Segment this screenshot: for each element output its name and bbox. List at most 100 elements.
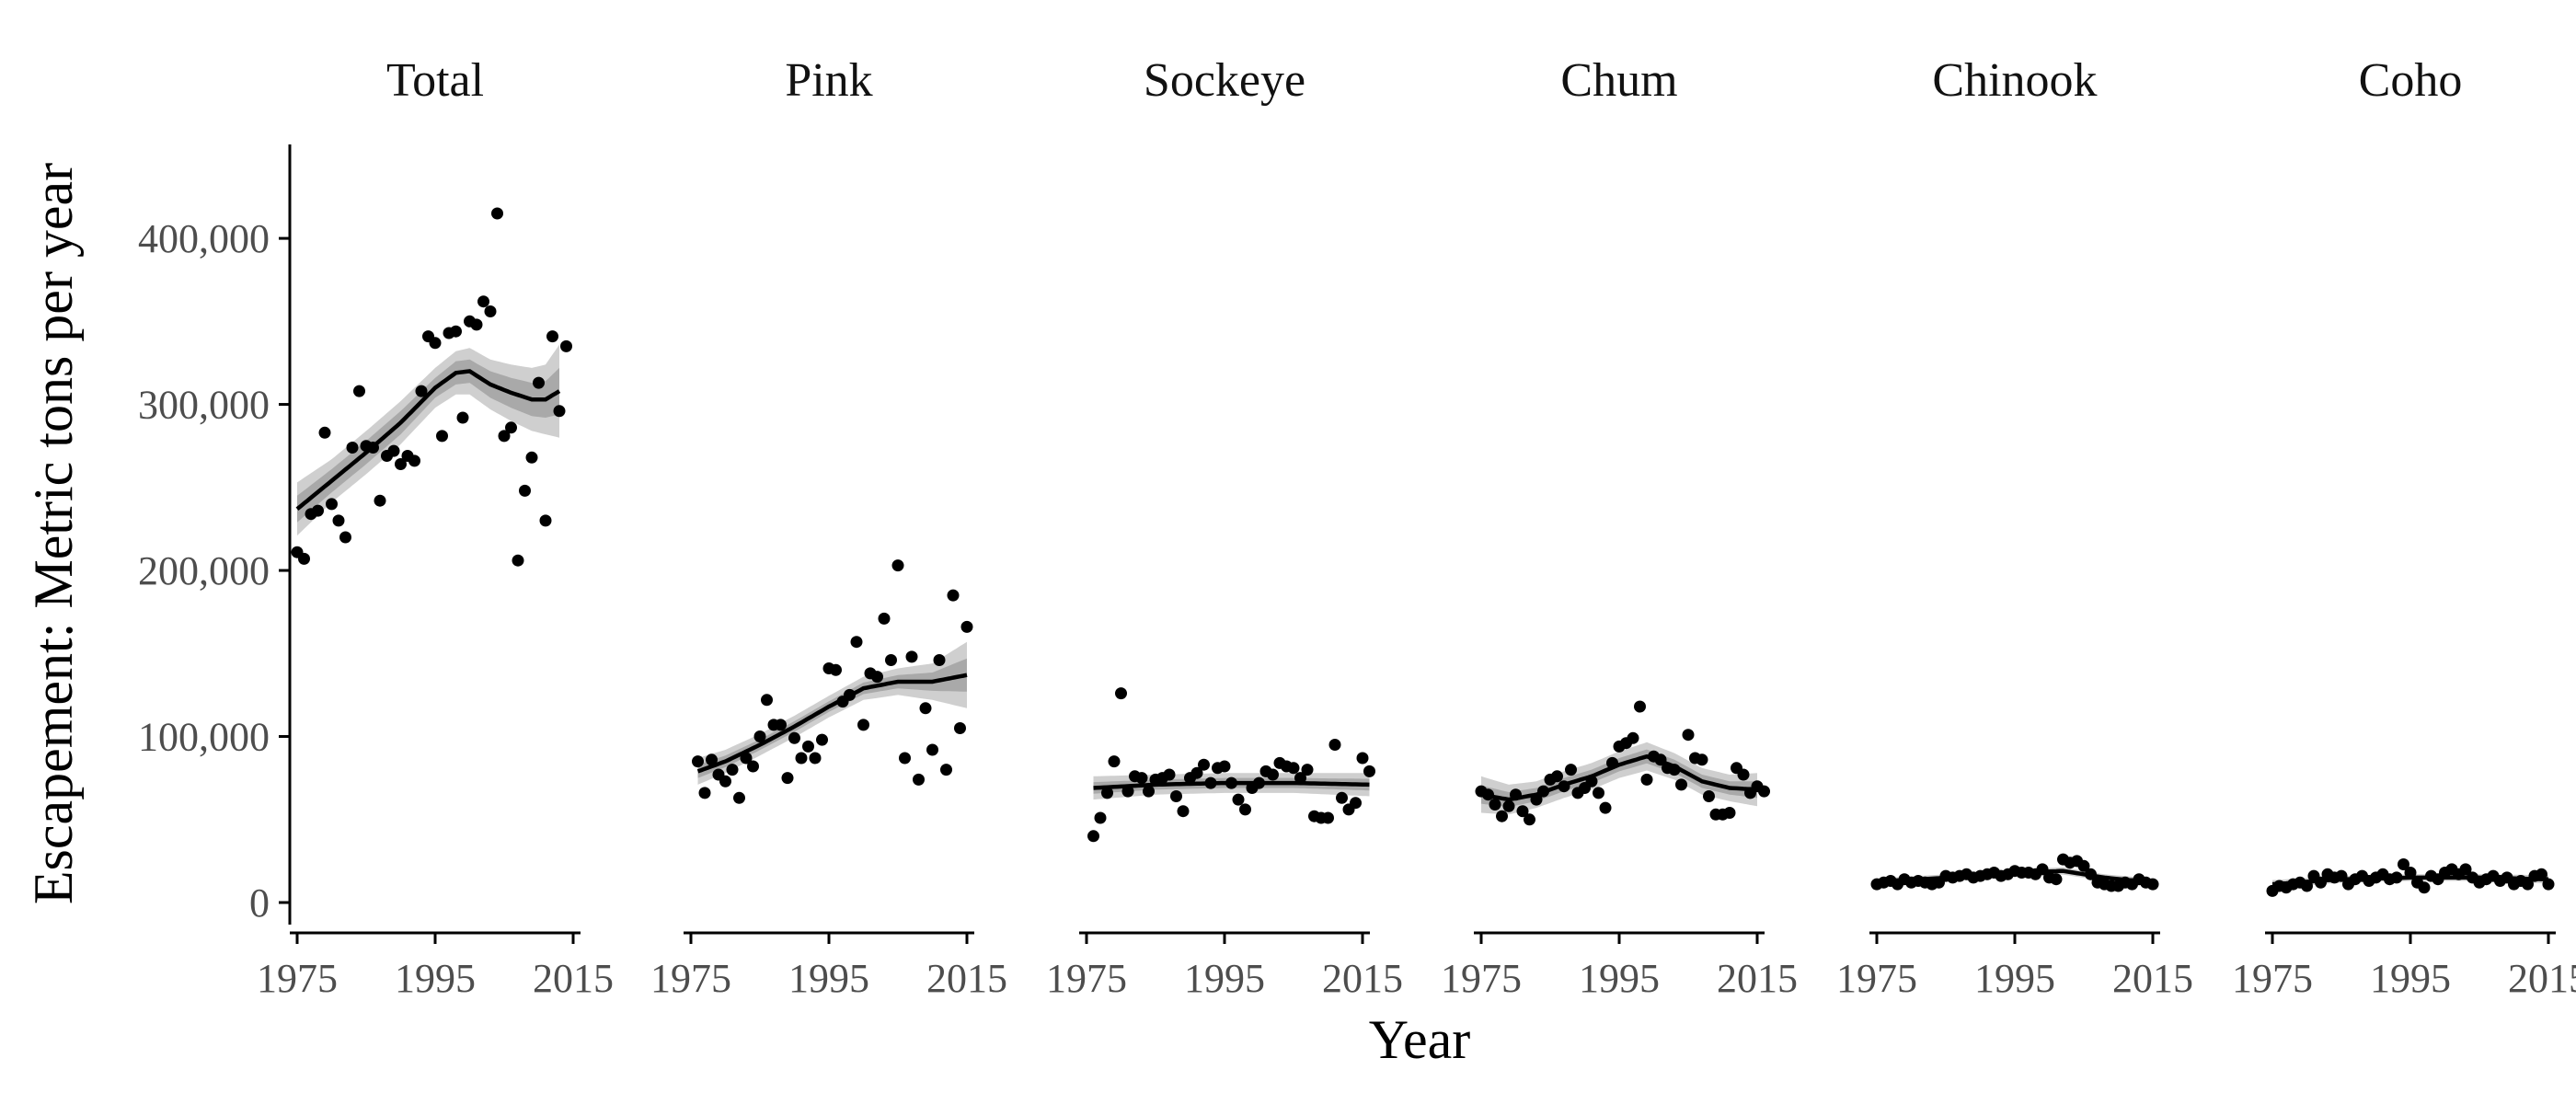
data-point <box>733 791 745 804</box>
data-point <box>1294 772 1306 785</box>
data-point <box>2398 858 2409 870</box>
data-point <box>1675 778 1687 791</box>
data-point <box>775 719 787 731</box>
data-point <box>706 753 718 766</box>
data-point <box>726 764 739 776</box>
data-point <box>1627 731 1639 744</box>
x-axis-title: Year <box>1369 1009 1471 1070</box>
data-point <box>1190 766 1203 779</box>
data-point <box>553 405 566 418</box>
data-point <box>353 385 365 397</box>
data-point <box>2077 859 2090 872</box>
data-point <box>1135 772 1148 785</box>
x-tick-label: 1995 <box>1579 956 1660 1001</box>
data-point <box>2404 867 2417 879</box>
data-point <box>436 430 448 443</box>
data-point <box>539 514 552 527</box>
data-point <box>919 702 932 715</box>
data-point <box>747 760 759 773</box>
data-point <box>802 740 814 753</box>
data-point <box>408 454 420 467</box>
data-point <box>1287 762 1300 775</box>
data-point <box>1350 797 1362 810</box>
data-point <box>1654 753 1667 766</box>
data-point <box>1356 752 1369 765</box>
data-point <box>2335 869 2348 882</box>
data-point <box>1121 785 1134 798</box>
data-point <box>857 719 869 731</box>
data-point <box>1634 700 1646 713</box>
facet-panel-sockeye: Sockeye 1975 1995 2015 <box>1046 54 1403 1001</box>
confidence-band-outer <box>1877 867 2153 887</box>
x-tick-label: 1975 <box>650 956 731 1001</box>
x-tick-label: 2015 <box>533 956 614 1001</box>
data-point <box>926 743 938 756</box>
confidence-band-inner <box>1481 749 1757 808</box>
x-tick-label: 2015 <box>1322 956 1403 1001</box>
data-point <box>830 663 842 676</box>
data-point <box>891 559 904 572</box>
data-point <box>395 458 407 470</box>
data-point <box>456 411 469 424</box>
trend-line <box>696 673 968 774</box>
data-point <box>2522 878 2534 891</box>
data-point <box>2085 868 2097 880</box>
data-point <box>878 612 891 625</box>
data-point <box>367 442 379 454</box>
data-point <box>1170 790 1182 802</box>
facet-panel-pink: Pink 1975 1995 2015 <box>650 54 1007 1001</box>
y-tick-label: 0 <box>249 880 270 926</box>
data-point <box>1502 799 1515 812</box>
data-point <box>1363 765 1375 777</box>
data-point <box>1239 803 1251 816</box>
data-point <box>498 430 511 443</box>
confidence-band-outer <box>1481 742 1757 815</box>
data-point <box>318 426 331 439</box>
data-point <box>1328 739 1341 751</box>
x-tick-label: 1975 <box>257 956 338 1001</box>
x-tick-label: 1975 <box>2232 956 2313 1001</box>
data-point <box>1593 787 1604 799</box>
data-point <box>415 385 428 397</box>
data-point <box>2536 868 2547 880</box>
data-point <box>871 671 883 684</box>
data-point <box>795 752 808 765</box>
data-point <box>1551 770 1563 783</box>
x-tick-label: 1995 <box>788 956 869 1001</box>
data-point <box>346 442 359 454</box>
data-point <box>698 787 711 799</box>
data-point <box>1758 785 1770 798</box>
x-tick-label: 2015 <box>2112 956 2193 1001</box>
data-point <box>1737 768 1750 781</box>
x-tick-label: 2015 <box>2508 956 2576 1001</box>
y-axis-title: Escapement: Metric tons per year <box>23 163 84 904</box>
data-point <box>1267 768 1279 781</box>
data-point <box>2459 863 2472 876</box>
data-point <box>1232 793 1245 806</box>
data-point <box>374 494 386 507</box>
data-point <box>844 688 856 701</box>
data-point <box>781 772 794 785</box>
data-point <box>1585 775 1598 788</box>
x-tick-label: 1995 <box>2370 956 2451 1001</box>
data-point <box>1530 793 1543 806</box>
facet-title: Coho <box>2359 54 2463 107</box>
facet-panel-chum: Chum 1975 1995 2015 <box>1441 54 1798 1001</box>
data-point <box>1599 801 1612 814</box>
data-point <box>1253 776 1265 789</box>
data-point <box>1336 791 1348 804</box>
data-point <box>809 752 822 765</box>
data-point <box>850 636 863 649</box>
data-point <box>1204 776 1217 789</box>
data-point <box>960 620 973 633</box>
data-point <box>2390 871 2403 884</box>
data-point <box>533 376 545 389</box>
data-point <box>1516 805 1529 818</box>
data-point <box>1143 785 1155 798</box>
data-point <box>2036 863 2049 876</box>
data-point <box>1496 810 1508 822</box>
x-tick-label: 1995 <box>395 956 476 1001</box>
facet-panel-chinook: Chinook 1975 1995 2015 <box>1836 54 2193 1001</box>
